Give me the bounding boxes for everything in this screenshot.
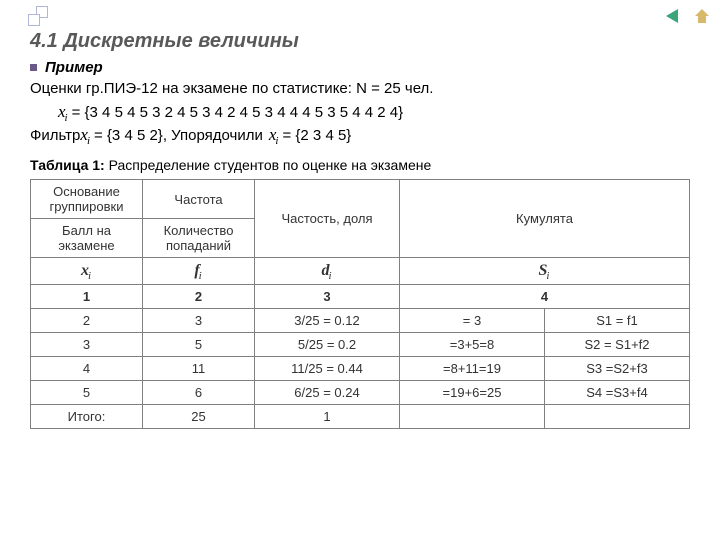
sym-f: fi — [143, 258, 255, 285]
th-freq: Частота — [143, 180, 255, 219]
table-caption-rest: Распределение студентов по оценке на экз… — [105, 157, 432, 173]
home-icon[interactable] — [690, 4, 714, 28]
cell-x: 3 — [31, 333, 143, 357]
distribution-table: Основание группировки Частота Частость, … — [30, 179, 690, 429]
table-symbol-row: xi fi di Si — [31, 258, 690, 285]
cell-f: 3 — [143, 309, 255, 333]
cell-cum: =8+11=19 — [400, 357, 545, 381]
line-3c: = {2 3 4 5} — [282, 127, 351, 144]
sym-x: xi — [31, 258, 143, 285]
line-3a: Фильтр — [30, 127, 80, 144]
cell-x: 2 — [31, 309, 143, 333]
table-total-row: Итого: 25 1 — [31, 405, 690, 429]
line-3: Фильтр xi = {3 4 5 2}, Упорядочили xi = … — [30, 125, 696, 145]
xi-symbol: xi — [58, 102, 72, 122]
th-cumulative: Кумулята — [400, 180, 690, 258]
cell-d: 3/25 = 0.12 — [255, 309, 400, 333]
line-1: Оценки гр.ПИЭ-12 на экзамене по статисти… — [30, 79, 696, 99]
bullet-icon — [30, 64, 37, 71]
cell-f: 11 — [143, 357, 255, 381]
xi-symbol: xi — [269, 125, 283, 145]
cell-cum: =19+6=25 — [400, 381, 545, 405]
table-caption: Таблица 1: Распределение студентов по оц… — [30, 157, 696, 173]
cell-cum: = 3 — [400, 309, 545, 333]
cell-d: 5/25 = 0.2 — [255, 333, 400, 357]
cell-x: 4 — [31, 357, 143, 381]
line-2: xi = {3 4 5 4 5 3 2 4 5 3 4 2 4 5 3 4 4 … — [58, 102, 696, 122]
xi-symbol: xi — [80, 125, 94, 145]
table-row: 5 6 6/25 = 0.24 =19+6=25 S4 =S3+f4 — [31, 381, 690, 405]
total-empty-1 — [400, 405, 545, 429]
sym-d: di — [255, 258, 400, 285]
corner-decoration — [28, 6, 48, 26]
cell-d: 11/25 = 0.44 — [255, 357, 400, 381]
table-row: 4 11 11/25 = 0.44 =8+11=19 S3 =S2+f3 — [31, 357, 690, 381]
table-row: 3 5 5/25 = 0.2 =3+5=8 S2 = S1+f2 — [31, 333, 690, 357]
total-label: Итого: — [31, 405, 143, 429]
th-share: Частость, доля — [255, 180, 400, 258]
cell-s: S3 =S2+f3 — [544, 357, 689, 381]
cell-d: 6/25 = 0.24 — [255, 381, 400, 405]
line-3b: = {3 4 5 2}, Упорядочили — [94, 127, 263, 144]
cell-f: 5 — [143, 333, 255, 357]
cell-f: 6 — [143, 381, 255, 405]
coln-2: 2 — [143, 285, 255, 309]
cell-x: 5 — [31, 381, 143, 405]
th-count: Количество попаданий — [143, 219, 255, 258]
th-basis: Основание группировки — [31, 180, 143, 219]
total-d: 1 — [255, 405, 400, 429]
subtitle-line: Пример — [30, 59, 696, 76]
total-empty-2 — [544, 405, 689, 429]
coln-1: 1 — [31, 285, 143, 309]
cell-s: S4 =S3+f4 — [544, 381, 689, 405]
line-2-text: = {3 4 5 4 5 3 2 4 5 3 4 2 4 5 3 4 4 4 5… — [72, 104, 404, 121]
subtitle: Пример — [45, 59, 103, 76]
cell-s: S1 = f1 — [544, 309, 689, 333]
table-colnum-row: 1 2 3 4 — [31, 285, 690, 309]
coln-4: 4 — [400, 285, 690, 309]
table-row: 2 3 3/25 = 0.12 = 3 S1 = f1 — [31, 309, 690, 333]
cell-s: S2 = S1+f2 — [544, 333, 689, 357]
th-score: Балл на экзамене — [31, 219, 143, 258]
nav-icons — [660, 4, 714, 28]
table-header-row-1: Основание группировки Частота Частость, … — [31, 180, 690, 219]
table-caption-bold: Таблица 1: — [30, 157, 105, 173]
sym-s: Si — [400, 258, 690, 285]
total-f: 25 — [143, 405, 255, 429]
page-title: 4.1 Дискретные величины — [30, 30, 696, 53]
coln-3: 3 — [255, 285, 400, 309]
cell-cum: =3+5=8 — [400, 333, 545, 357]
back-icon[interactable] — [660, 4, 684, 28]
